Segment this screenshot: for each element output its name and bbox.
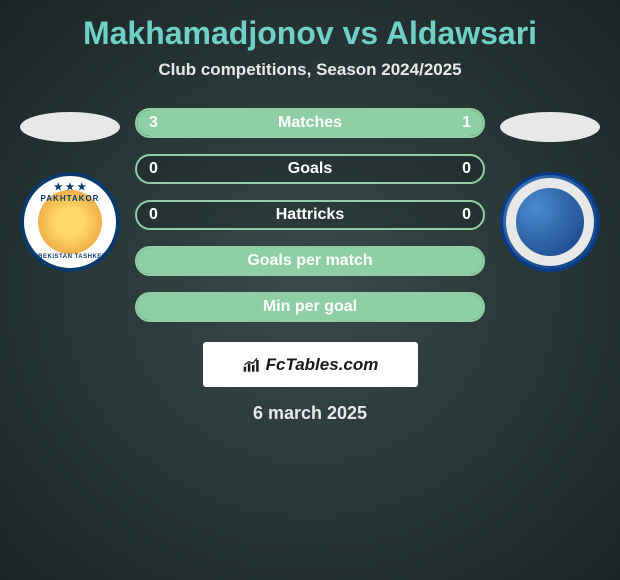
stat-bar: 0 Goals 0 — [135, 154, 485, 184]
stat-bar: Min per goal — [135, 292, 485, 322]
subtitle: Club competitions, Season 2024/2025 — [158, 60, 461, 80]
stat-value-right: 0 — [462, 206, 471, 224]
player1-name: Makhamadjonov — [83, 15, 334, 51]
stat-bar: 3 Matches 1 — [135, 108, 485, 138]
stat-value-left: 0 — [149, 160, 158, 178]
left-club-name: PAKHTAKOR — [41, 194, 100, 203]
left-flag-icon — [20, 112, 120, 142]
chart-icon — [242, 356, 262, 374]
stat-bar: Goals per match — [135, 246, 485, 276]
footer-date: 6 march 2025 — [253, 403, 367, 424]
brand-text: FcTables.com — [266, 355, 379, 375]
left-club-sub: UZBEKISTAN TASHKENT — [29, 254, 111, 260]
stats-column: 3 Matches 1 0 Goals 0 0 Hattricks 0 Goals per mat… — [135, 108, 485, 322]
vs-text: vs — [343, 15, 379, 51]
stat-label: Matches — [278, 114, 342, 132]
left-club-badge: ★ ★ ★ PAKHTAKOR UZBEKISTAN TASHKENT — [20, 172, 120, 272]
brand-badge[interactable]: FcTables.com — [203, 342, 418, 387]
stat-bar: 0 Hattricks 0 — [135, 200, 485, 230]
stat-label: Min per goal — [263, 298, 357, 316]
stat-value-left: 3 — [149, 114, 158, 132]
right-column — [495, 108, 605, 272]
stat-value-right: 0 — [462, 160, 471, 178]
right-flag-icon — [500, 112, 600, 142]
comparison-card: Makhamadjonov vs Aldawsari Club competit… — [0, 0, 620, 424]
stat-fill-left — [137, 110, 397, 136]
badge-ring-icon — [506, 178, 594, 266]
player2-name: Aldawsari — [386, 15, 537, 51]
page-title: Makhamadjonov vs Aldawsari — [83, 15, 537, 52]
stat-label: Hattricks — [276, 206, 344, 224]
stat-value-left: 0 — [149, 206, 158, 224]
stars-icon: ★ ★ ★ — [54, 182, 86, 193]
left-column: ★ ★ ★ PAKHTAKOR UZBEKISTAN TASHKENT — [15, 108, 125, 272]
stat-label: Goals — [288, 160, 332, 178]
right-club-badge — [500, 172, 600, 272]
stat-value-right: 1 — [462, 114, 471, 132]
main-row: ★ ★ ★ PAKHTAKOR UZBEKISTAN TASHKENT 3 Mat… — [0, 108, 620, 322]
stat-label: Goals per match — [247, 252, 372, 270]
